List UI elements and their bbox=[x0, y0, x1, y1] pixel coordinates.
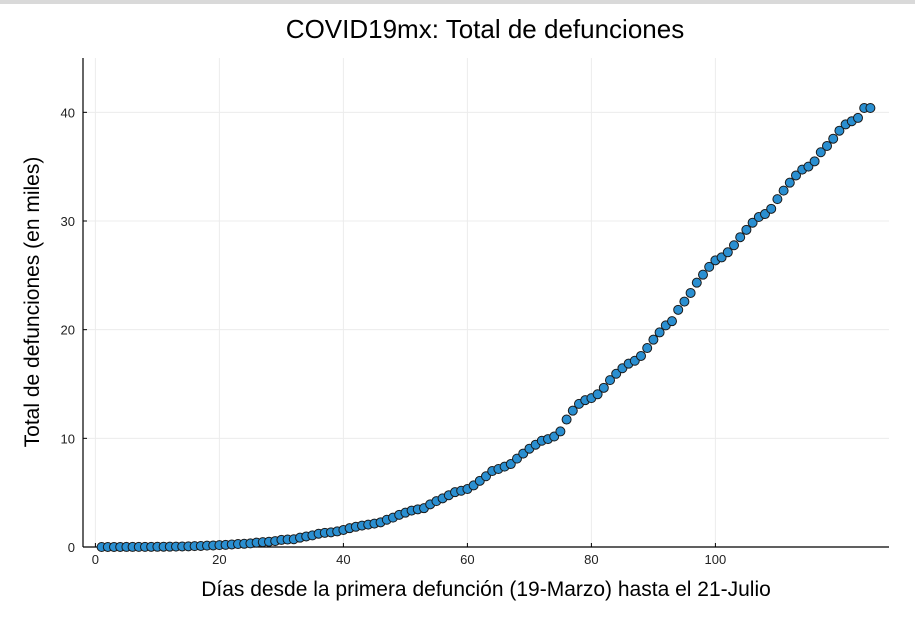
y-tick-label: 10 bbox=[61, 431, 75, 446]
data-point bbox=[747, 217, 758, 228]
y-tick-label: 20 bbox=[61, 323, 75, 338]
x-tick-label: 100 bbox=[705, 552, 727, 567]
data-point bbox=[505, 459, 516, 470]
y-axis-title: Total de defunciones (en miles) bbox=[21, 157, 44, 448]
y-tick-label: 0 bbox=[68, 540, 75, 555]
data-point bbox=[598, 382, 609, 393]
data-point bbox=[642, 343, 653, 354]
data-point bbox=[567, 405, 578, 416]
data-point bbox=[828, 133, 839, 144]
x-ticks: 0 20 40 60 80 100 bbox=[92, 543, 726, 567]
data-point bbox=[809, 156, 820, 167]
x-tick-label: 40 bbox=[336, 552, 350, 567]
data-point bbox=[698, 269, 708, 280]
y-ticks: 0 10 20 30 40 bbox=[61, 105, 87, 555]
data-point bbox=[611, 368, 622, 379]
data-point bbox=[834, 125, 845, 136]
x-tick-label: 20 bbox=[212, 552, 226, 567]
data-point bbox=[865, 102, 876, 113]
data-point bbox=[667, 316, 677, 327]
y-tick-label: 40 bbox=[61, 105, 75, 120]
x-tick-label: 0 bbox=[92, 552, 99, 567]
data-points bbox=[96, 102, 876, 552]
chart-title: COVID19mx: Total de defunciones bbox=[286, 14, 684, 44]
data-point bbox=[636, 350, 646, 361]
data-point bbox=[592, 389, 603, 400]
data-point bbox=[691, 277, 702, 288]
window-top-border bbox=[0, 0, 915, 4]
data-point bbox=[679, 296, 690, 307]
data-point bbox=[685, 287, 696, 298]
data-point bbox=[605, 375, 615, 386]
data-point bbox=[729, 240, 739, 251]
data-point bbox=[772, 194, 783, 205]
data-point bbox=[778, 185, 789, 196]
data-point bbox=[791, 170, 801, 181]
x-tick-label: 80 bbox=[584, 552, 598, 567]
y-tick-label: 30 bbox=[61, 214, 75, 229]
data-point bbox=[722, 247, 733, 258]
data-point bbox=[741, 224, 752, 235]
data-point bbox=[815, 147, 826, 158]
data-point bbox=[784, 177, 795, 188]
data-point bbox=[561, 414, 572, 425]
data-point bbox=[853, 112, 863, 123]
x-tick-label: 60 bbox=[460, 552, 474, 567]
data-point bbox=[735, 232, 746, 243]
data-point bbox=[648, 334, 659, 345]
data-point bbox=[555, 426, 566, 437]
x-axis-title: Días desde la primera defunción (19-Marz… bbox=[201, 578, 771, 601]
data-point bbox=[654, 327, 665, 338]
data-point bbox=[822, 140, 832, 151]
data-point bbox=[673, 304, 684, 315]
data-point bbox=[704, 261, 715, 272]
data-point bbox=[766, 203, 777, 214]
